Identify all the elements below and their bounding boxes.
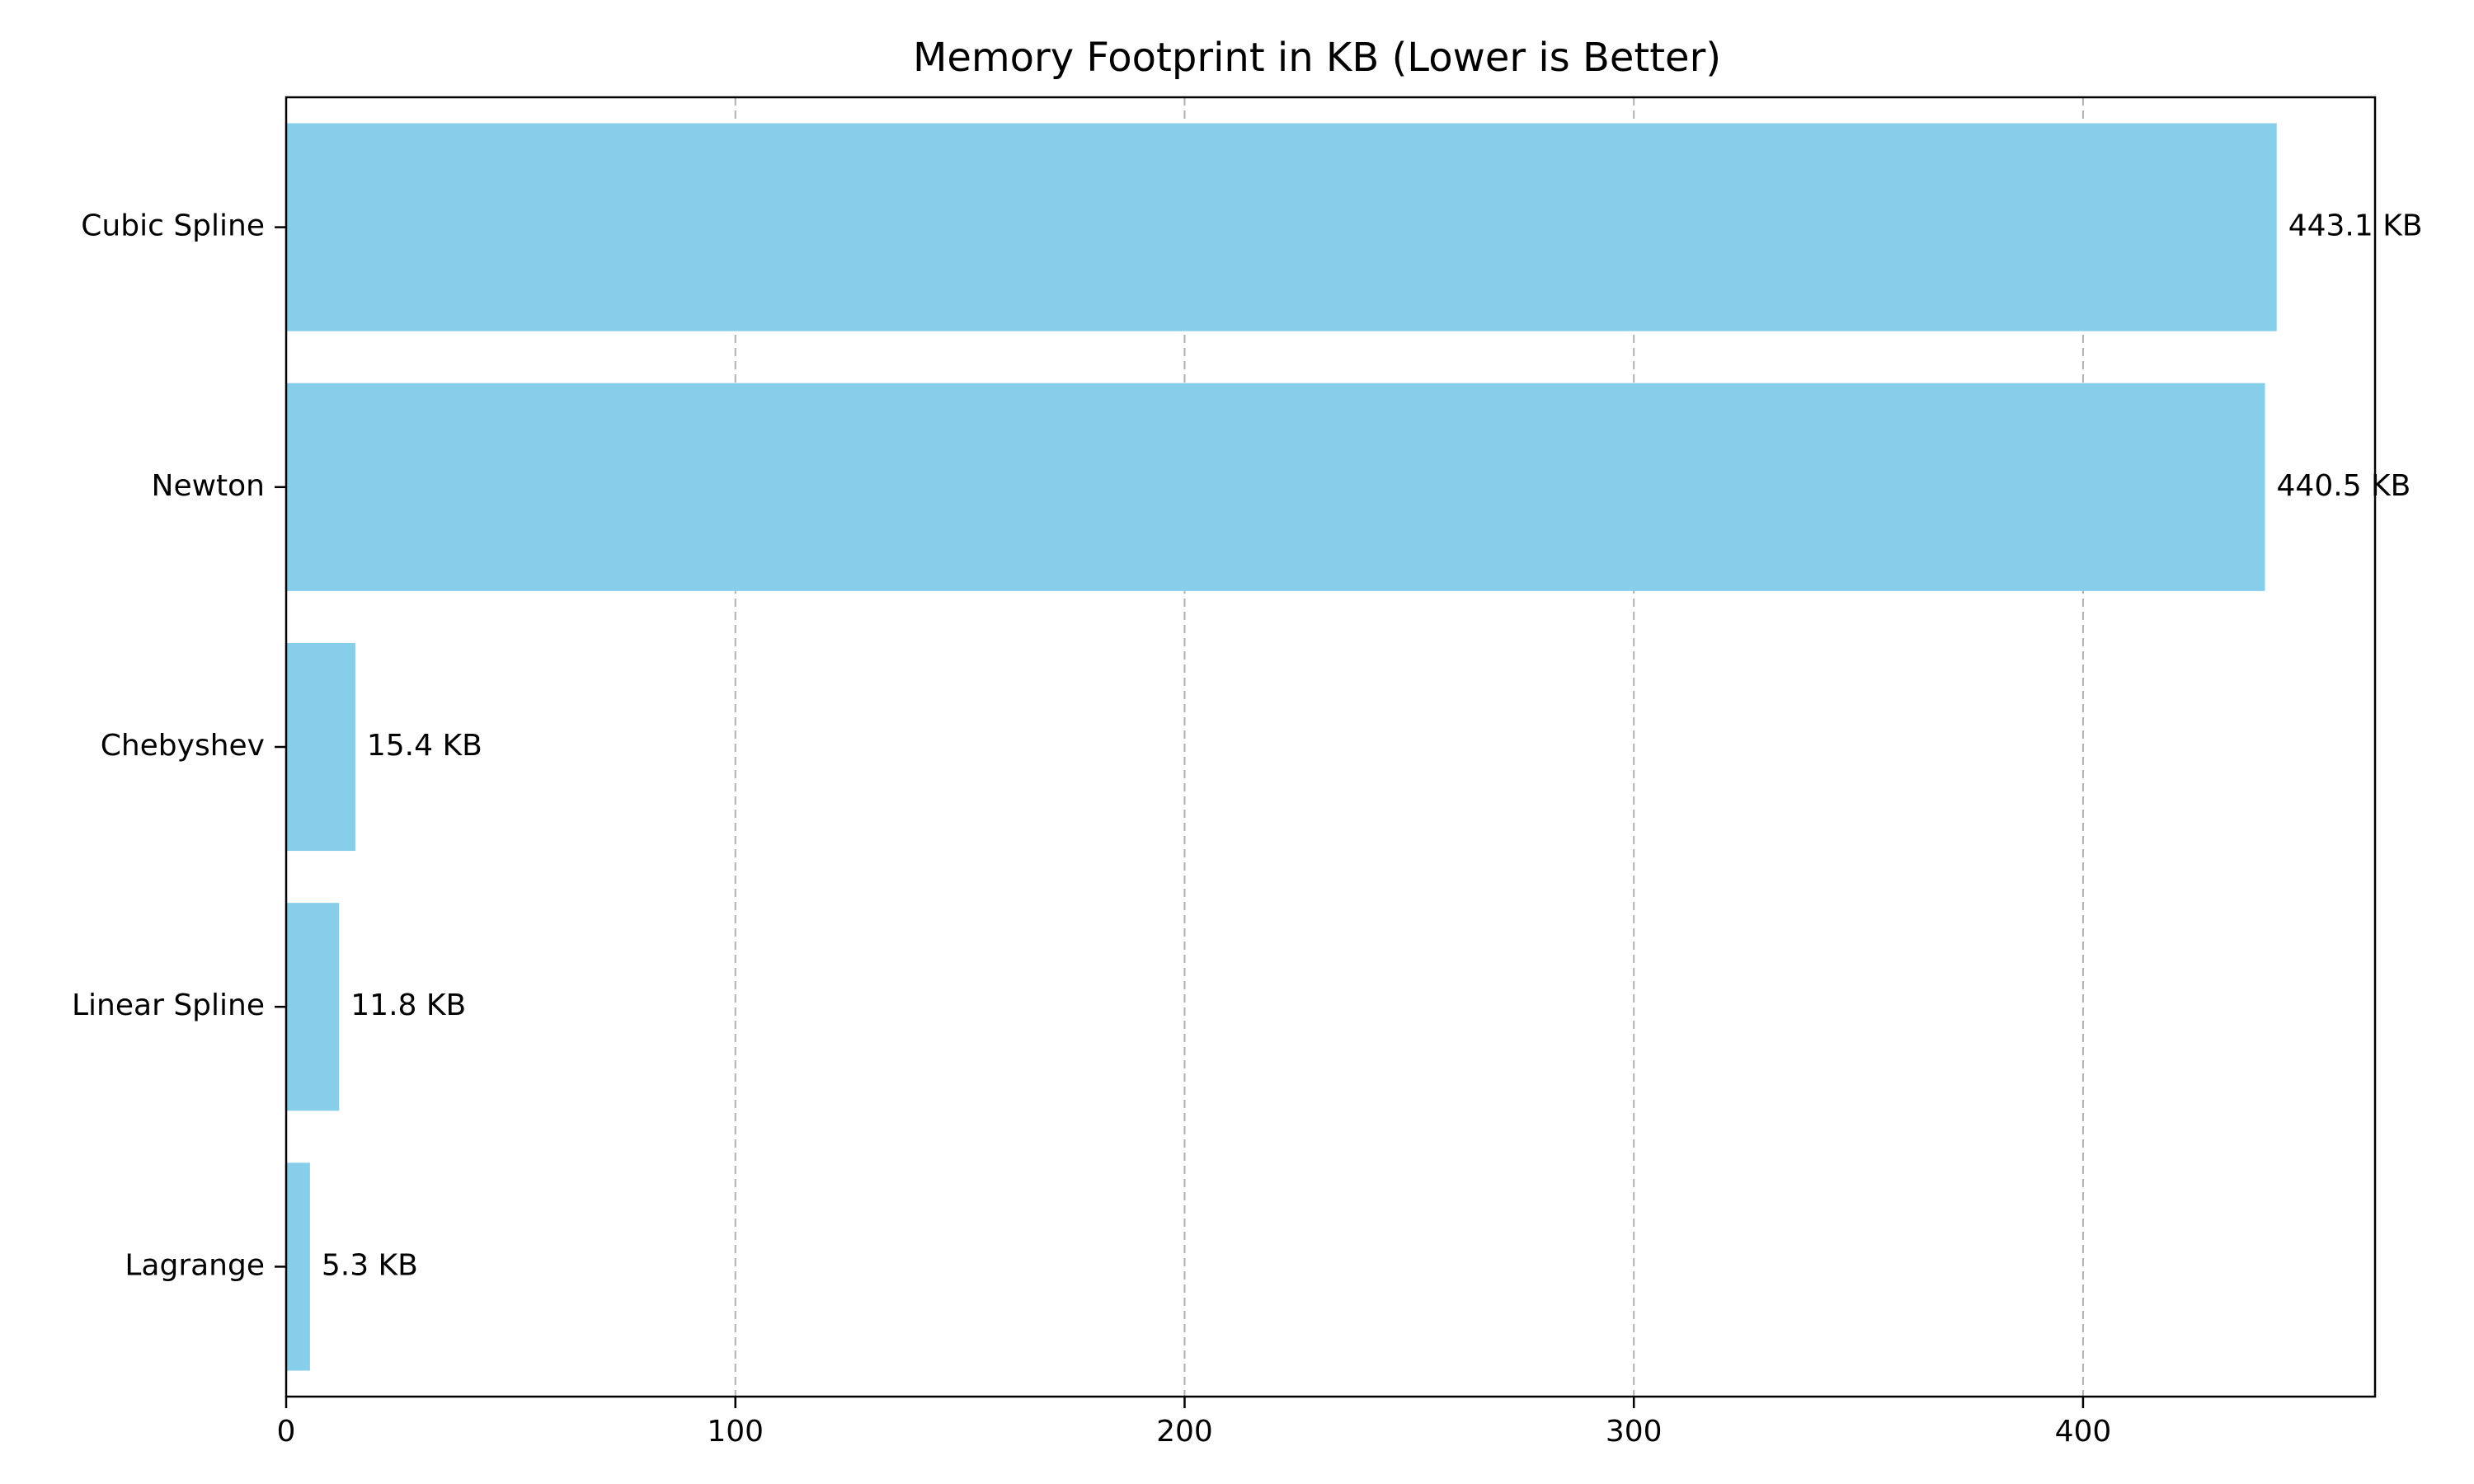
data-label-lagrange: 5.3 KB [322, 1248, 418, 1282]
y-tick-label-linear-spline: Linear Spline [72, 989, 265, 1022]
x-tick-label-400: 400 [2055, 1415, 2112, 1449]
data-label-linear-spline: 11.8 KB [350, 989, 466, 1022]
data-labels: 443.1 KB 440.5 KB 15.4 KB 11.8 KB 5.3 KB [322, 209, 2423, 1283]
y-axis-ticks: Cubic Spline Newton Chebyshev Linear Spline… [72, 209, 286, 1282]
chart-title: Memory Footprint in KB (Lower is Better) [913, 35, 1721, 81]
y-tick-label-cubic-spline: Cubic Spline [81, 209, 265, 243]
bars [286, 123, 2277, 1371]
x-tick-label-0: 0 [277, 1415, 296, 1449]
x-axis-ticks: 0 100 200 300 400 [277, 1397, 2112, 1449]
y-tick-label-lagrange: Lagrange [125, 1248, 265, 1282]
data-label-cubic-spline: 443.1 KB [2288, 209, 2423, 243]
bar-cubic-spline [286, 123, 2277, 331]
bar-newton [286, 383, 2265, 591]
x-tick-label-100: 100 [707, 1415, 764, 1449]
x-tick-label-200: 200 [1156, 1415, 1213, 1449]
y-tick-label-newton: Newton [152, 469, 265, 503]
data-label-chebyshev: 15.4 KB [367, 729, 482, 763]
data-label-newton: 440.5 KB [2277, 469, 2411, 503]
bar-linear-spline [286, 903, 340, 1111]
bar-chebyshev [286, 642, 355, 852]
x-tick-label-300: 300 [1606, 1415, 1663, 1449]
bar-lagrange [286, 1162, 310, 1371]
y-tick-label-chebyshev: Chebyshev [101, 729, 265, 763]
